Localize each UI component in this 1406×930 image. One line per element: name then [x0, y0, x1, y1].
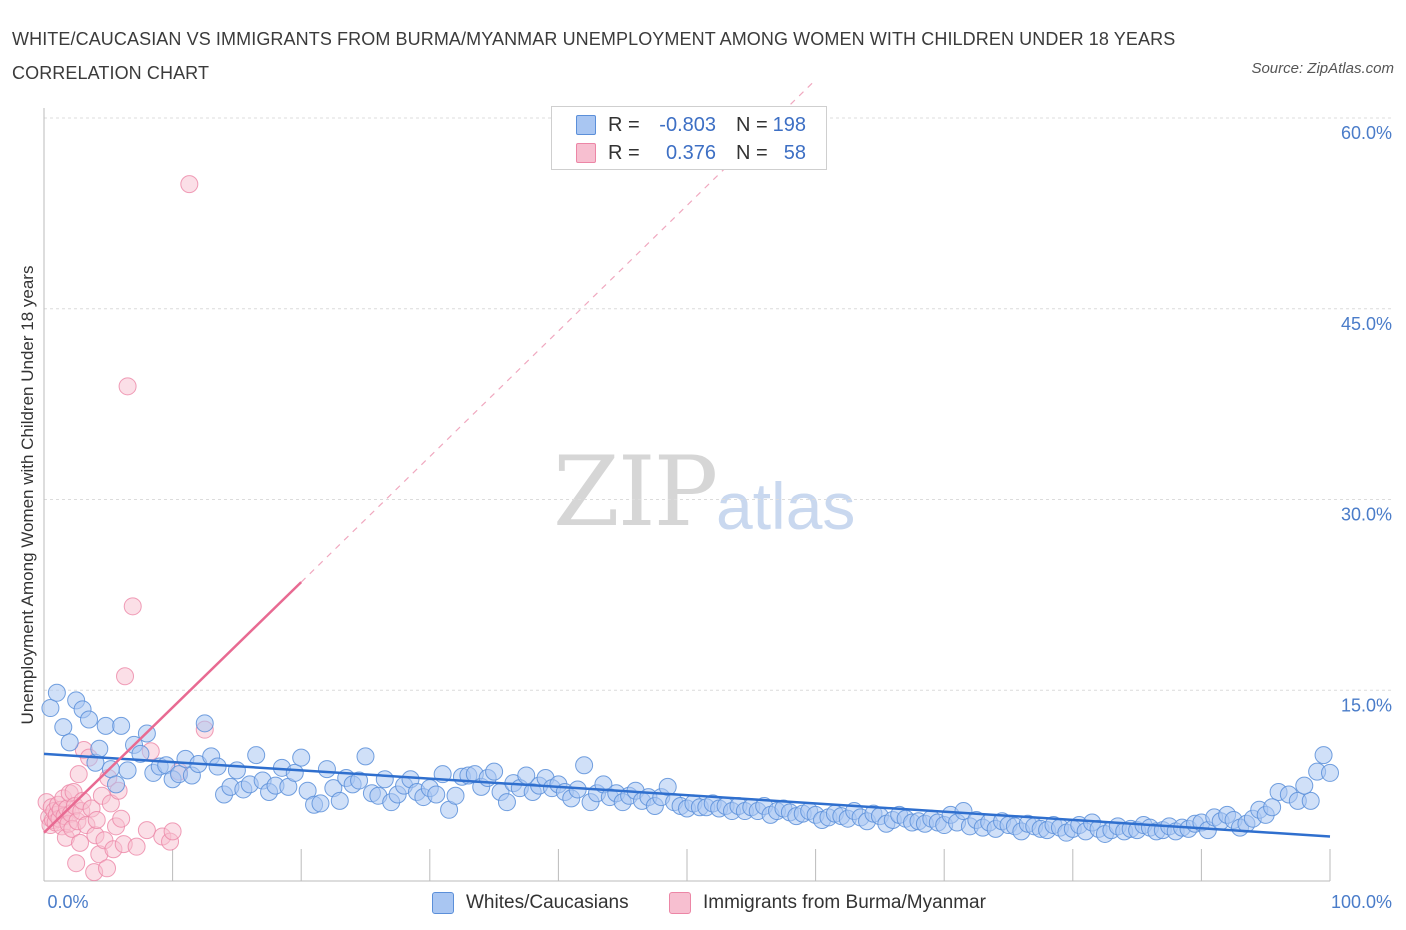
x-tick-label: 100.0% — [1331, 892, 1392, 912]
legend-r-value: 0.376 — [665, 141, 716, 164]
data-point-burma — [71, 833, 90, 852]
legend-swatch-pink — [669, 892, 691, 914]
legend-label-whites: Whites/Caucasians — [466, 892, 629, 913]
data-point-whites — [107, 775, 126, 794]
trend-lines — [43, 79, 1331, 838]
data-point-burma — [127, 837, 146, 856]
axes — [43, 108, 1331, 882]
y-tick-label: 45.0% — [1341, 314, 1392, 334]
y-tick-label: 30.0% — [1341, 505, 1392, 525]
data-point-burma — [180, 175, 199, 194]
data-point-burma — [69, 765, 88, 784]
data-point-whites — [1301, 791, 1320, 810]
data-point-whites — [47, 683, 66, 702]
data-point-burma — [67, 854, 86, 873]
chart-title: WHITE/CAUCASIAN VS IMMIGRANTS FROM BURMA… — [12, 29, 1176, 83]
data-point-whites — [112, 716, 131, 735]
data-point-whites — [350, 771, 369, 790]
bottom-legend-whites[interactable]: Whites/Caucasians — [432, 890, 629, 916]
grid-lines — [44, 117, 1392, 691]
watermark-zip: ZIP — [553, 436, 718, 548]
data-point-whites — [330, 791, 349, 810]
legend-r-value: -0.803 — [659, 113, 716, 136]
legend-r-label: R = — [608, 113, 640, 136]
data-point-whites — [41, 699, 60, 718]
legend-row-burma: R = 0.376 N = 58 — [576, 139, 806, 167]
legend-row-whites: R = -0.803 N = 198 — [576, 111, 806, 139]
legend-label-burma: Immigrants from Burma/Myanmar — [703, 892, 986, 913]
data-point-whites — [90, 739, 109, 758]
data-point-whites — [575, 756, 594, 775]
trend-line-burma — [43, 581, 303, 834]
data-point-whites — [285, 763, 304, 782]
data-point-whites — [658, 777, 677, 796]
data-point-whites — [1295, 776, 1314, 795]
data-point-whites — [1263, 798, 1282, 817]
data-point-whites — [497, 793, 516, 812]
legend-n-label: N = — [736, 113, 768, 136]
data-point-burma — [112, 809, 131, 828]
data-point-whites — [311, 794, 330, 813]
data-point-burma — [87, 810, 106, 829]
data-point-whites — [485, 762, 504, 781]
data-point-burma — [137, 821, 156, 840]
x-tick-label: 0.0% — [47, 892, 88, 912]
data-point-whites — [375, 770, 394, 789]
blue-series-points — [41, 683, 1339, 843]
data-point-whites — [292, 748, 311, 767]
data-point-whites — [195, 714, 214, 733]
data-point-burma — [116, 667, 135, 686]
data-point-whites — [317, 760, 336, 779]
tick-labels: 15.0% 30.0% 45.0% 60.0% 0.0% 100.0% — [47, 123, 1392, 912]
data-point-burma — [163, 822, 182, 841]
legend-swatch-pink — [576, 143, 596, 163]
data-point-whites — [227, 761, 246, 780]
data-point-whites — [356, 747, 375, 766]
trend-line-whites — [43, 752, 1331, 838]
data-point-burma — [123, 597, 142, 616]
legend-swatch-blue — [576, 115, 596, 135]
legend-n-value: 58 — [783, 141, 806, 164]
data-point-whites — [247, 746, 266, 765]
source-note: Source: ZipAtlas.com — [1251, 60, 1394, 77]
correlation-legend: R = -0.803 N = 198 R = 0.376 N = 58 — [551, 106, 827, 170]
data-point-burma — [98, 859, 117, 878]
legend-n-label: N = — [736, 141, 768, 164]
data-point-whites — [118, 761, 137, 780]
legend-r-label: R = — [608, 141, 640, 164]
y-tick-label: 15.0% — [1341, 695, 1392, 715]
y-tick-label: 60.0% — [1341, 123, 1392, 143]
data-point-whites — [446, 786, 465, 805]
data-point-whites — [60, 733, 79, 752]
data-point-whites — [131, 744, 150, 763]
data-point-whites — [96, 716, 115, 735]
data-point-whites — [1314, 746, 1333, 765]
data-point-whites — [427, 785, 446, 804]
data-point-whites — [54, 718, 73, 737]
data-point-whites — [80, 710, 99, 729]
watermark-atlas: atlas — [716, 469, 856, 543]
legend-n-value: 198 — [772, 113, 806, 136]
legend-swatch-blue — [432, 892, 454, 914]
bottom-legend-burma[interactable]: Immigrants from Burma/Myanmar — [669, 890, 986, 916]
data-point-whites — [954, 802, 973, 821]
data-point-whites — [1321, 763, 1339, 782]
data-point-burma — [118, 377, 137, 396]
